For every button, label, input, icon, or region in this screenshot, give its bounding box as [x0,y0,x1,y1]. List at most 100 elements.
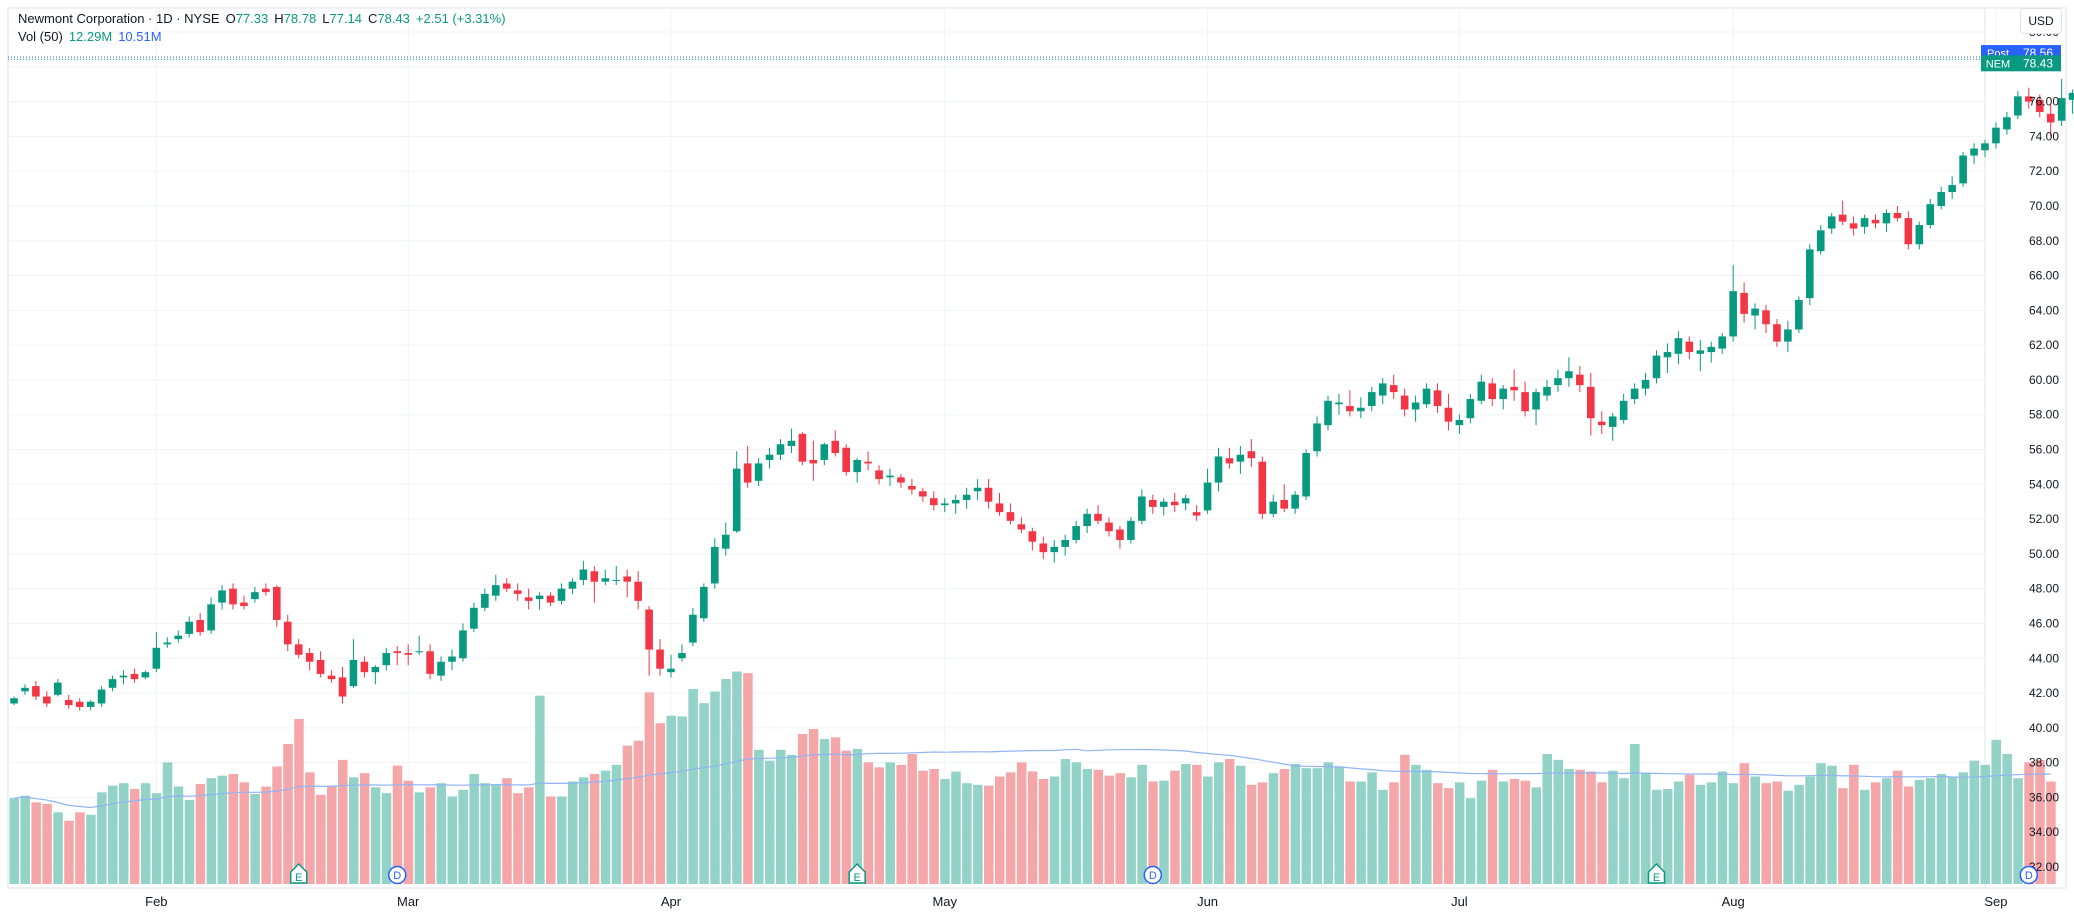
y-tick-label: 52.00 [2029,512,2059,526]
candle [1302,449,1310,500]
candle [1433,383,1442,413]
candle [743,446,752,488]
candle [2014,91,2022,119]
candle [196,613,204,636]
candle [1138,489,1146,525]
candle [1663,343,1672,373]
candle [262,583,270,596]
volume-label[interactable]: Vol (50) [18,29,63,44]
volume-bar [316,794,326,884]
volume-bar [1257,782,1268,884]
price-axis: 80.0078.0076.0074.0072.0070.0068.0066.00… [2029,25,2059,874]
candle-body [130,673,139,680]
candle-body [1335,402,1343,405]
volume-bar [217,775,228,884]
candle-body [732,468,741,532]
candle-body [1400,395,1409,410]
candle [700,583,708,622]
volume-bar [1520,780,1531,884]
candle-body [721,534,730,549]
y-tick-label: 64.00 [2029,303,2059,317]
dividend-icon[interactable]: D [1143,865,1163,885]
earnings-icon[interactable]: E [289,862,308,884]
volume-bar [294,719,304,884]
candle-body [897,477,905,483]
symbol-title[interactable]: Newmont Corporation · 1D · NYSE [18,11,220,26]
candle-body [64,700,73,706]
candle [787,428,796,453]
volume-bar [1454,782,1465,884]
candle-body [1357,407,1365,412]
candle [426,644,434,680]
candle [1904,211,1913,250]
candle [1346,390,1354,417]
volume-bar [1860,789,1870,884]
candle [1970,143,1978,165]
candle-body [875,470,883,480]
volume-bar [9,798,19,884]
volume-ma-value: 10.51M [118,29,162,44]
candle [590,566,599,603]
currency-button[interactable]: USD [2020,8,2062,34]
candle-body [1291,494,1299,509]
volume-bar [480,783,490,884]
candle-body [32,686,40,697]
candle [1532,388,1540,426]
volume-ma-path [13,748,2051,809]
candle [492,574,500,601]
candle-body [262,588,270,593]
earnings-marker-shape [848,862,866,884]
candle [1422,383,1431,408]
y-tick-label: 48.00 [2029,582,2059,596]
candle-body [1652,355,1661,379]
time-axis: Feb Mar Apr May Jun Jul Aug Sep [145,894,2007,909]
candle-body [1849,223,1858,229]
candle [64,694,73,709]
volume-bar [1652,789,1662,884]
candle-body [1411,402,1420,410]
earnings-icon[interactable]: E [1647,862,1666,884]
candle-body [1565,371,1573,379]
candle-body [908,486,916,490]
candle-body [667,668,675,673]
candle-body [1937,192,1945,206]
candle [75,698,84,711]
volume-bar [1871,782,1881,884]
candle-body [2046,113,2055,123]
candle [174,630,183,643]
volume-bar [984,785,994,884]
candle-body [1674,338,1683,354]
candle [1192,505,1201,521]
volume-bar [863,762,874,884]
earnings-marker-shape [289,862,308,884]
candle [1214,447,1223,492]
candle-body [415,651,423,653]
volume-bar [1881,778,1892,884]
candle [995,492,1004,516]
volume-bar [973,784,983,884]
candle-body [1477,381,1486,401]
candle [1083,508,1091,533]
dividend-icon[interactable]: D [388,865,407,885]
candle [1871,214,1880,229]
earnings-marker-letter: E [295,872,302,884]
candle-body [141,672,150,678]
candle-body [962,494,971,500]
volume-bar [173,786,184,884]
earnings-icon[interactable]: E [848,862,866,884]
volume-bar [1794,784,1804,884]
candle-body [2003,117,2011,130]
candle-body [174,635,183,640]
volume-bar [2046,781,2056,884]
candle-body [754,463,763,481]
candle [1247,439,1256,467]
dividend-icon[interactable]: D [2019,865,2039,885]
candle-body [1466,399,1475,419]
dividend-marker-shape [388,865,407,885]
candle [1127,517,1135,544]
candle [1674,331,1683,365]
candle-body [1685,341,1694,353]
candle-body [557,588,566,601]
